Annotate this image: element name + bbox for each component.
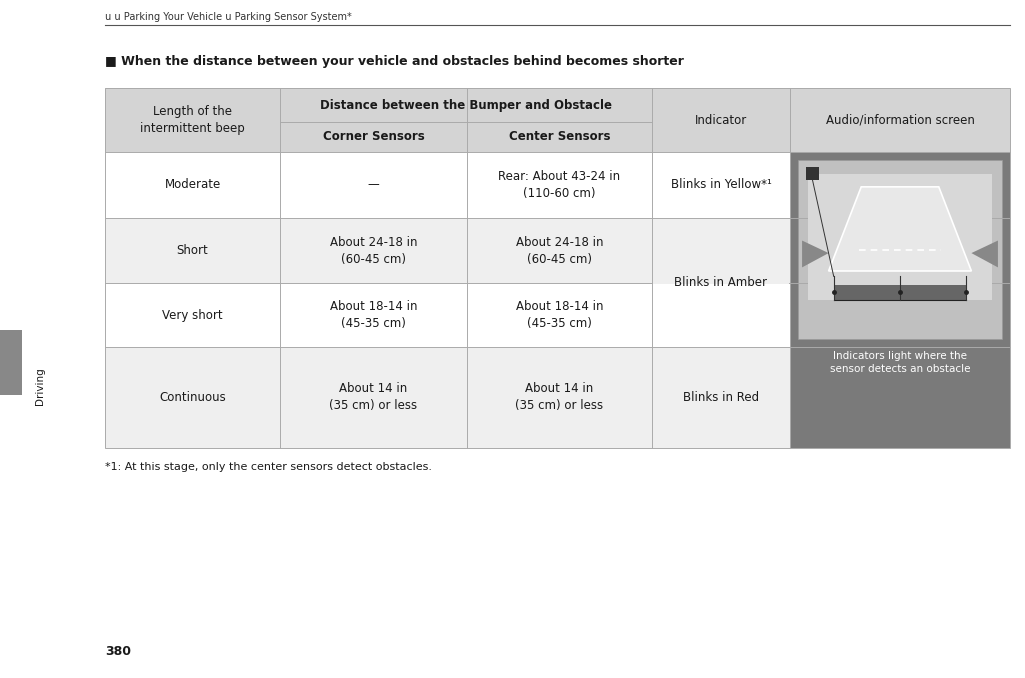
FancyBboxPatch shape bbox=[105, 152, 1010, 218]
Text: About 24-18 in
(60-45 cm): About 24-18 in (60-45 cm) bbox=[330, 235, 417, 266]
Text: Length of the
intermittent beep: Length of the intermittent beep bbox=[140, 105, 245, 135]
Text: Indicator: Indicator bbox=[695, 113, 747, 127]
Text: Rear: About 43-24 in
(110-60 cm): Rear: About 43-24 in (110-60 cm) bbox=[498, 170, 620, 200]
FancyBboxPatch shape bbox=[806, 167, 819, 180]
Text: Blinks in Amber: Blinks in Amber bbox=[674, 276, 768, 289]
Text: About 14 in
(35 cm) or less: About 14 in (35 cm) or less bbox=[516, 382, 604, 412]
FancyBboxPatch shape bbox=[790, 152, 1010, 448]
Text: About 18-14 in
(45-35 cm): About 18-14 in (45-35 cm) bbox=[516, 300, 604, 330]
Text: Indicators light where the
sensor detects an obstacle: Indicators light where the sensor detect… bbox=[830, 351, 971, 374]
Text: About 24-18 in
(60-45 cm): About 24-18 in (60-45 cm) bbox=[516, 235, 604, 266]
Text: Corner Sensors: Corner Sensors bbox=[323, 130, 424, 144]
FancyBboxPatch shape bbox=[105, 283, 1010, 347]
Text: About 18-14 in
(45-35 cm): About 18-14 in (45-35 cm) bbox=[330, 300, 417, 330]
Polygon shape bbox=[828, 187, 972, 271]
Text: About 14 in
(35 cm) or less: About 14 in (35 cm) or less bbox=[329, 382, 417, 412]
FancyBboxPatch shape bbox=[653, 282, 789, 284]
Text: Audio/information screen: Audio/information screen bbox=[825, 113, 975, 127]
Text: *1: At this stage, only the center sensors detect obstacles.: *1: At this stage, only the center senso… bbox=[105, 462, 432, 472]
FancyBboxPatch shape bbox=[833, 285, 967, 300]
Text: Short: Short bbox=[176, 244, 208, 257]
Text: Center Sensors: Center Sensors bbox=[508, 130, 610, 144]
FancyBboxPatch shape bbox=[0, 330, 22, 395]
FancyBboxPatch shape bbox=[105, 218, 1010, 283]
Text: Distance between the Bumper and Obstacle: Distance between the Bumper and Obstacle bbox=[320, 98, 612, 111]
Polygon shape bbox=[803, 241, 828, 267]
Text: Very short: Very short bbox=[162, 308, 222, 321]
FancyBboxPatch shape bbox=[808, 174, 992, 300]
Text: Continuous: Continuous bbox=[159, 391, 226, 404]
FancyBboxPatch shape bbox=[105, 88, 1010, 152]
Text: ■ When the distance between your vehicle and obstacles behind becomes shorter: ■ When the distance between your vehicle… bbox=[105, 55, 684, 68]
Text: —: — bbox=[368, 178, 379, 191]
Text: Driving: Driving bbox=[35, 367, 45, 405]
Text: Moderate: Moderate bbox=[164, 178, 220, 191]
FancyBboxPatch shape bbox=[798, 160, 1002, 339]
FancyBboxPatch shape bbox=[105, 347, 1010, 448]
Text: Blinks in Yellow*¹: Blinks in Yellow*¹ bbox=[670, 178, 772, 191]
Text: 380: 380 bbox=[105, 645, 131, 658]
Text: u u Parking Your Vehicle u Parking Sensor System*: u u Parking Your Vehicle u Parking Senso… bbox=[105, 12, 352, 22]
Text: Blinks in Red: Blinks in Red bbox=[683, 391, 760, 404]
Polygon shape bbox=[972, 241, 998, 267]
